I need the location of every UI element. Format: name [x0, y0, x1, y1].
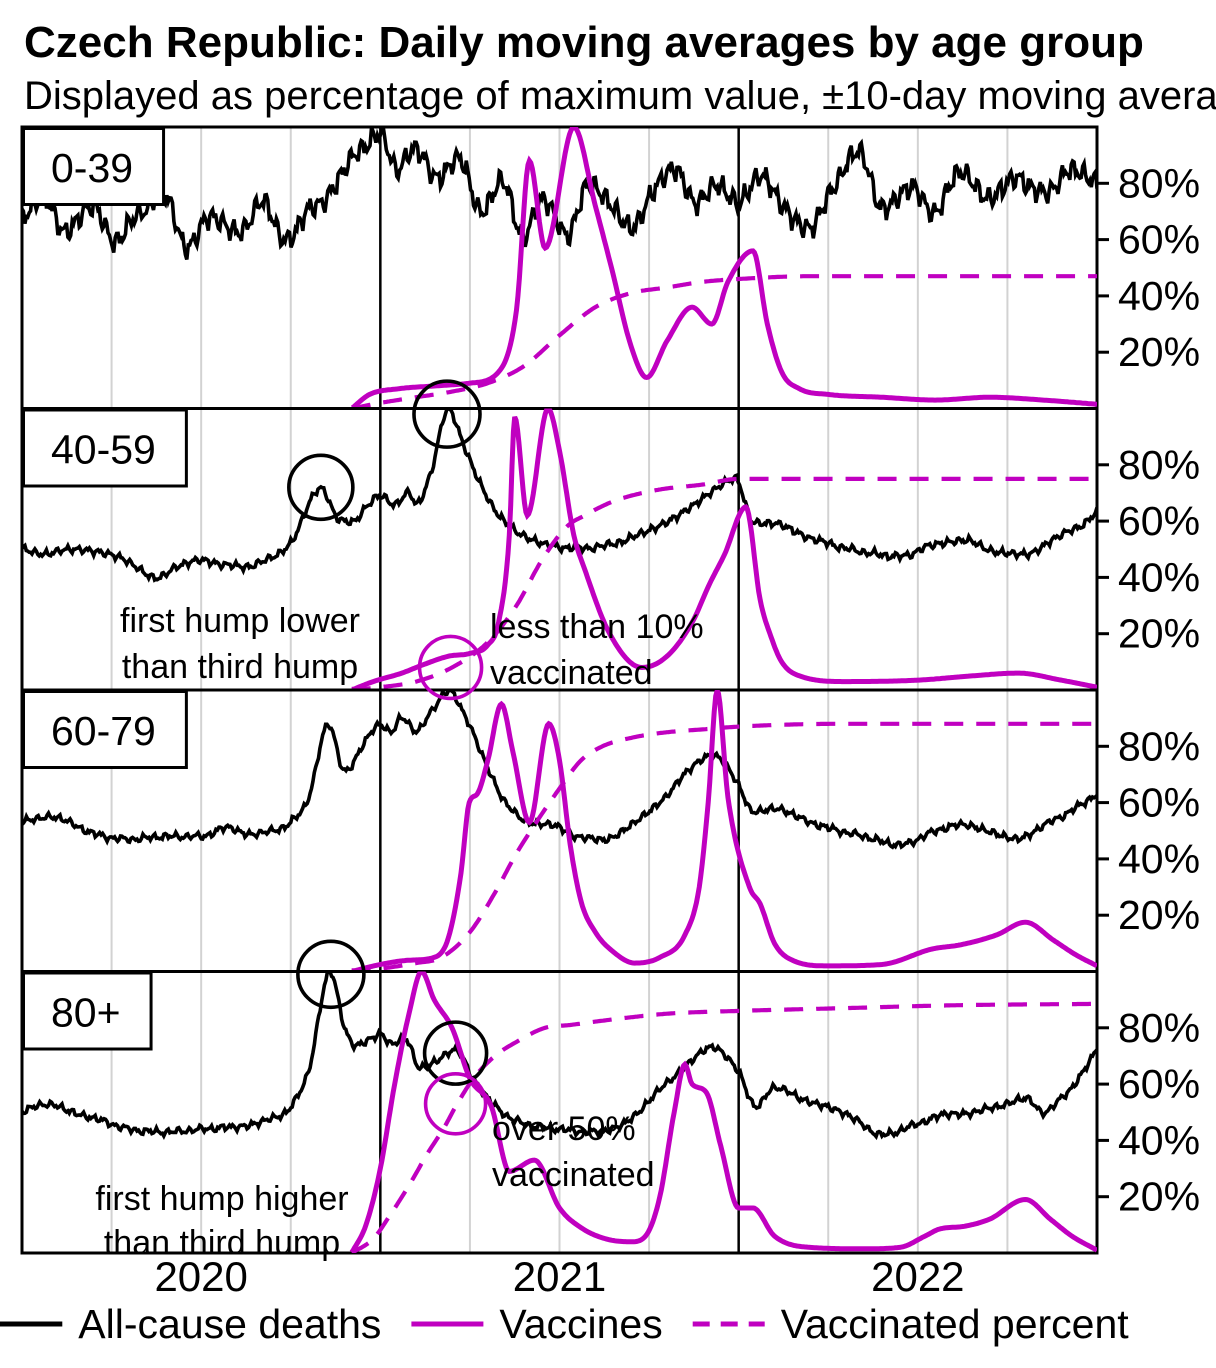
annotation-text: first hump lower: [120, 602, 360, 640]
y-tick-label: 60%: [1118, 1061, 1200, 1107]
age-group-box-rect: [22, 690, 188, 769]
x-tick-label: 2021: [513, 1253, 606, 1300]
y-tick-label: 40%: [1118, 273, 1200, 319]
legend-label: Vaccinated percent: [781, 1301, 1130, 1347]
y-tick-label: 20%: [1118, 1174, 1200, 1220]
deaths-line: [22, 690, 1097, 850]
vaccinated-percent-line: [351, 274, 1097, 409]
y-tick-label: 80%: [1118, 160, 1200, 206]
highlight-circle-black: [287, 453, 355, 522]
y-tick-label: 80%: [1118, 723, 1200, 769]
annotation-text: first hump higher: [95, 1180, 348, 1218]
legend-item: All-cause deaths: [0, 1301, 381, 1347]
age-group-label: 60-79: [51, 708, 156, 754]
vaccines-line: [351, 690, 1097, 972]
age-group-box-rect: [22, 408, 188, 488]
y-tick-label: 20%: [1118, 329, 1200, 375]
deaths-line: [22, 971, 1097, 1141]
age-group-box: 80+: [22, 971, 153, 1051]
x-tick-label: 2022: [871, 1253, 964, 1300]
age-group-label: 40-59: [51, 427, 156, 473]
deaths-line: [22, 127, 1097, 260]
annotation-text: vaccinated: [490, 654, 653, 692]
annotation-text: than third hump: [104, 1224, 340, 1262]
page-title: Czech Republic: Daily moving averages by…: [24, 18, 1144, 67]
panel-curves-60-79: [22, 690, 1097, 972]
y-tick-label: 40%: [1118, 1117, 1200, 1163]
vaccines-line: [351, 408, 1097, 690]
y-tick-label: 40%: [1118, 836, 1200, 882]
age-group-label: 80+: [51, 990, 121, 1036]
age-group-box: 40-59: [22, 408, 188, 488]
vaccines-line: [351, 127, 1097, 409]
deaths-line: [22, 408, 1097, 583]
y-tick-label: 40%: [1118, 554, 1200, 600]
annotation-text: vaccinated: [492, 1156, 655, 1194]
y-tick-label: 80%: [1118, 1005, 1200, 1051]
y-tick-label: 20%: [1118, 892, 1200, 938]
age-group-box: 0-39: [22, 127, 166, 206]
x-tick-label: 2020: [154, 1253, 247, 1300]
legend-item: Vaccinated percent: [692, 1301, 1130, 1347]
highlight-circle-magenta: [423, 1072, 488, 1136]
highlight-circle-black: [296, 939, 366, 1010]
panel-curves-80+: [22, 971, 1097, 1253]
vaccinated-percent-line: [351, 1001, 1097, 1253]
annotation-text: than third hump: [122, 648, 358, 686]
legend: All-cause deaths Vaccines Vaccinated perce…: [0, 1301, 1129, 1347]
y-tick-label: 60%: [1118, 217, 1200, 263]
subtitle: Displayed as percentage of maximum value…: [24, 74, 1216, 118]
annotation-text: over 50%: [492, 1110, 636, 1148]
highlight-circle-black: [412, 379, 482, 449]
panel-curves-0-39: [22, 127, 1097, 409]
age-group-box-rect: [22, 127, 166, 206]
y-tick-label: 80%: [1118, 442, 1200, 488]
panel-curves-40-59: [22, 408, 1097, 690]
legend-label: All-cause deaths: [78, 1301, 381, 1347]
vaccines-line: [349, 971, 1097, 1253]
plot-area: 80% 60% 40% 20% 80% 60% 40% 20% 80% 60% 40% 20% 80% 6…: [20, 125, 1200, 1300]
age-group-box: 60-79: [22, 690, 188, 769]
highlight-circle-black: [422, 1020, 489, 1086]
y-tick-label: 20%: [1118, 611, 1200, 657]
age-group-label: 0-39: [51, 145, 133, 191]
highlight-circle-magenta: [417, 634, 484, 701]
age-group-box-rect: [22, 971, 153, 1051]
vaccinated-percent-line: [351, 476, 1097, 690]
legend-label: Vaccines: [499, 1301, 662, 1347]
annotation-text: less than 10%: [490, 608, 704, 646]
legend-item: Vaccines: [411, 1301, 663, 1347]
y-tick-label: 60%: [1118, 780, 1200, 826]
y-tick-label: 60%: [1118, 498, 1200, 544]
